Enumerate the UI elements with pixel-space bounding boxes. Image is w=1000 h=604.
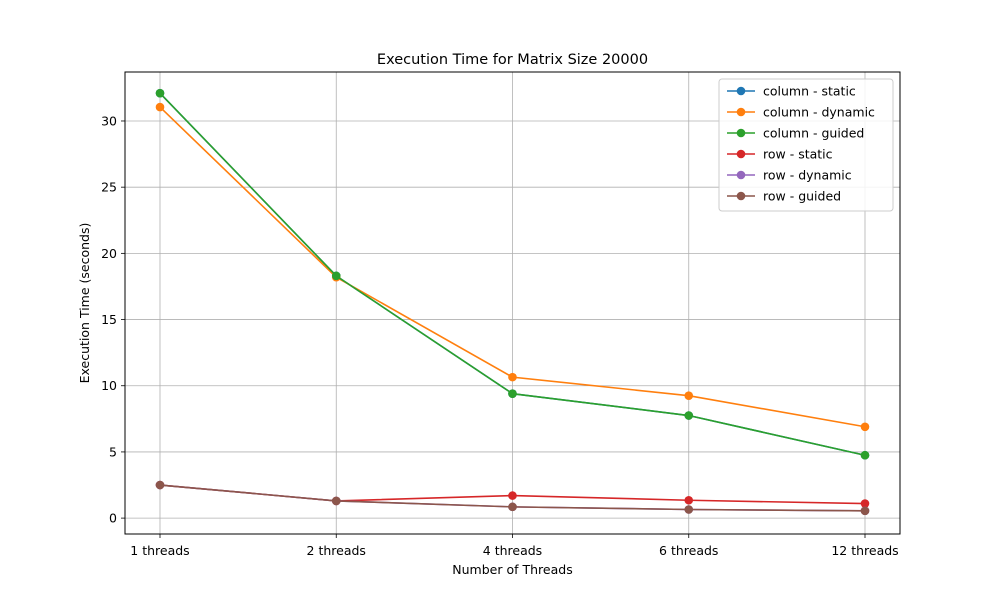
legend-label: row - static	[763, 147, 833, 162]
legend-item: column - guided	[727, 126, 864, 141]
data-point	[508, 372, 517, 382]
x-tick-label: 1 threads	[130, 543, 189, 558]
legend-marker	[736, 170, 746, 180]
data-point	[155, 102, 165, 112]
grid	[125, 72, 900, 534]
data-point	[155, 88, 165, 98]
legend-label: row - guided	[763, 189, 841, 204]
y-axis-ticks: 0 5 10 15 20 25 30	[101, 113, 125, 526]
legend-marker	[736, 149, 746, 159]
legend-label: column - guided	[763, 126, 864, 141]
legend-label: row - dynamic	[763, 168, 852, 183]
legend-box	[718, 78, 894, 212]
x-tick-label: 2 threads	[307, 543, 366, 558]
legend-item: row - static	[727, 147, 833, 162]
data-point	[684, 411, 694, 420]
legend: column - static column - dynamic column - …	[718, 78, 894, 212]
y-tick-label: 30	[101, 113, 117, 128]
x-tick-label: 12 threads	[831, 543, 898, 558]
series-layer	[155, 88, 870, 516]
legend-marker	[736, 128, 746, 138]
legend-marker	[736, 86, 746, 96]
data-point	[684, 505, 694, 514]
legend-item: column - static	[727, 84, 856, 99]
legend-item: row - guided	[727, 189, 841, 204]
x-tick-label: 6 threads	[659, 543, 718, 558]
x-tick-label: 4 threads	[483, 543, 542, 558]
legend-label: column - static	[763, 84, 856, 99]
legend-marker	[736, 107, 746, 117]
y-tick-label: 5	[109, 444, 117, 459]
y-tick-label: 10	[101, 378, 117, 393]
data-point	[684, 495, 694, 505]
data-point	[860, 422, 870, 432]
legend-marker	[736, 191, 746, 201]
data-point	[860, 450, 870, 460]
chart-title: Execution Time for Matrix Size 20000	[377, 52, 648, 68]
y-tick-label: 25	[101, 180, 117, 195]
data-point	[860, 506, 870, 516]
y-tick-label: 0	[109, 511, 117, 526]
y-axis-label: Execution Time (seconds)	[77, 223, 92, 384]
series-column-guided	[155, 88, 870, 460]
data-point	[508, 502, 517, 512]
data-point	[331, 496, 341, 506]
data-point	[155, 480, 165, 490]
y-tick-label: 15	[101, 312, 117, 327]
legend-label: column - dynamic	[763, 105, 875, 120]
series-row-guided	[155, 480, 870, 516]
data-point	[684, 391, 694, 400]
data-point	[860, 499, 870, 508]
data-point	[331, 271, 341, 281]
legend-item: row - dynamic	[727, 168, 852, 183]
x-axis-ticks: 1 threads 2 threads 4 threads 6 threads 12 t…	[130, 534, 899, 558]
y-tick-label: 20	[101, 246, 117, 261]
data-point	[508, 389, 517, 398]
x-axis-label: Number of Threads	[452, 562, 572, 577]
data-point	[508, 491, 517, 500]
legend-item: column - dynamic	[727, 105, 875, 120]
